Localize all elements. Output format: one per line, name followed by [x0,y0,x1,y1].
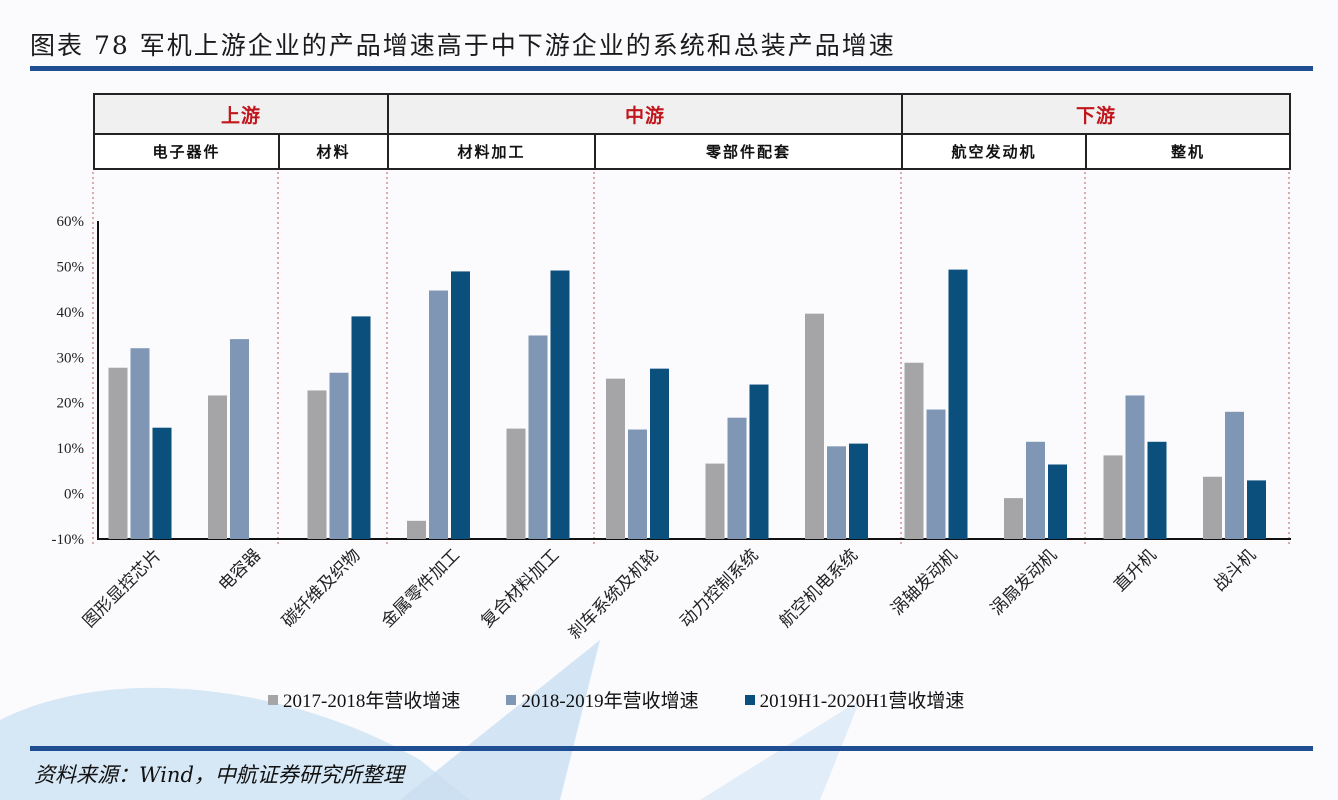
legend-swatch-grey [268,694,278,705]
y-tick-label: 10% [57,441,85,457]
bar [152,427,172,539]
x-category-label: 直升机 [1110,545,1160,595]
x-category-label: 涡轴发动机 [887,545,961,619]
bar [1225,411,1244,539]
x-category-label: 碳纤维及织物 [278,545,364,631]
legend-label: 2017-2018年营收增速 [283,691,461,712]
bar [108,367,128,539]
y-tick-label: 40% [57,305,85,321]
category-group: 电容器 [208,339,265,596]
legend-item-2019h1-2020h1: 2019H1-2020H1营收增速 [744,686,965,713]
bar [351,316,371,539]
bar [849,443,868,539]
title-rule [30,66,1313,71]
category-group: 金属零件加工 [378,271,470,632]
subgroup-cell: 零部件配套 [594,133,903,170]
legend-label: 2018-2019年营收增速 [521,691,699,712]
bar [506,428,526,539]
bar [230,339,249,539]
category-group: 图形显控芯片 [79,348,172,632]
bar [1147,441,1167,539]
x-category-label: 涡扇发动机 [987,545,1061,619]
x-category-label: 航空机电系统 [776,545,862,631]
x-category-label: 电容器 [215,545,265,595]
bar [926,409,946,539]
category-group: 刹车系统及机轮 [565,368,669,644]
legend-item-2017-2018: 2017-2018年营收增速 [268,686,460,713]
bar [805,313,824,539]
bar [451,271,470,539]
stage-cell: 上游 [93,93,389,135]
bar [705,463,725,539]
stage-cell: 下游 [901,93,1291,135]
x-category-label: 战斗机 [1210,545,1260,595]
subgroup-cell: 航空发动机 [901,133,1087,170]
category-group: 战斗机 [1203,411,1266,596]
x-category-label: 动力控制系统 [676,545,762,631]
category-group: 直升机 [1103,395,1167,596]
bar [1247,480,1266,539]
bar [1026,441,1045,539]
x-category-label: 刹车系统及机轮 [565,545,663,643]
category-group: 动力控制系统 [676,384,769,632]
bar [550,270,570,539]
bar [208,395,227,539]
y-tick-label: 50% [57,259,85,275]
category-group: 涡扇发动机 [987,441,1067,620]
bar [904,362,924,539]
bar [650,368,669,539]
category-group: 复合材料加工 [477,270,570,632]
bar [628,429,647,539]
legend-label: 2019H1-2020H1营收增速 [759,691,965,712]
bar [429,290,448,539]
y-tick-label: 30% [57,350,85,366]
subgroup-cell: 材料 [278,133,389,170]
subgroup-cell: 电子器件 [93,133,280,170]
y-tick-label: 60% [57,214,85,230]
bar [1125,395,1145,539]
bar [528,335,548,539]
legend: 2017-2018年营收增速 2018-2019年营收增速 2019H1-202… [268,686,964,713]
x-category-label: 图形显控芯片 [79,545,165,631]
subgroup-cell: 材料加工 [387,133,596,170]
bar [1048,464,1067,539]
bar [749,384,769,539]
y-tick-label: -10% [52,532,85,548]
bar [130,348,150,539]
legend-item-2018-2019: 2018-2019年营收增速 [506,686,699,713]
source-note: 资料来源：Wind，中航证券研究所整理 [34,763,404,787]
x-category-label: 金属零件加工 [378,545,464,631]
category-group: 碳纤维及织物 [278,316,371,632]
bar [407,520,426,539]
footer-rule [30,746,1313,751]
bar [1203,476,1222,539]
y-tick-label: 0% [64,487,84,503]
bar [827,446,846,539]
bar [727,417,747,539]
bar [329,372,349,539]
bar [1004,498,1023,539]
category-group: 涡轴发动机 [887,269,968,620]
category-group: 航空机电系统 [776,313,868,632]
x-category-label: 复合材料加工 [477,545,563,631]
bar [307,390,327,539]
chart-title: 图表 78 军机上游企业的产品增速高于中下游企业的系统和总装产品增速 [30,31,896,60]
y-tick-label: 20% [57,396,85,412]
subgroup-cell: 整机 [1085,133,1291,170]
stage-cell: 中游 [387,93,903,135]
bar [606,378,625,539]
legend-swatch-darkblue [744,694,755,705]
bar [1103,455,1123,539]
bar [948,269,968,539]
legend-swatch-lightblue [506,694,517,705]
